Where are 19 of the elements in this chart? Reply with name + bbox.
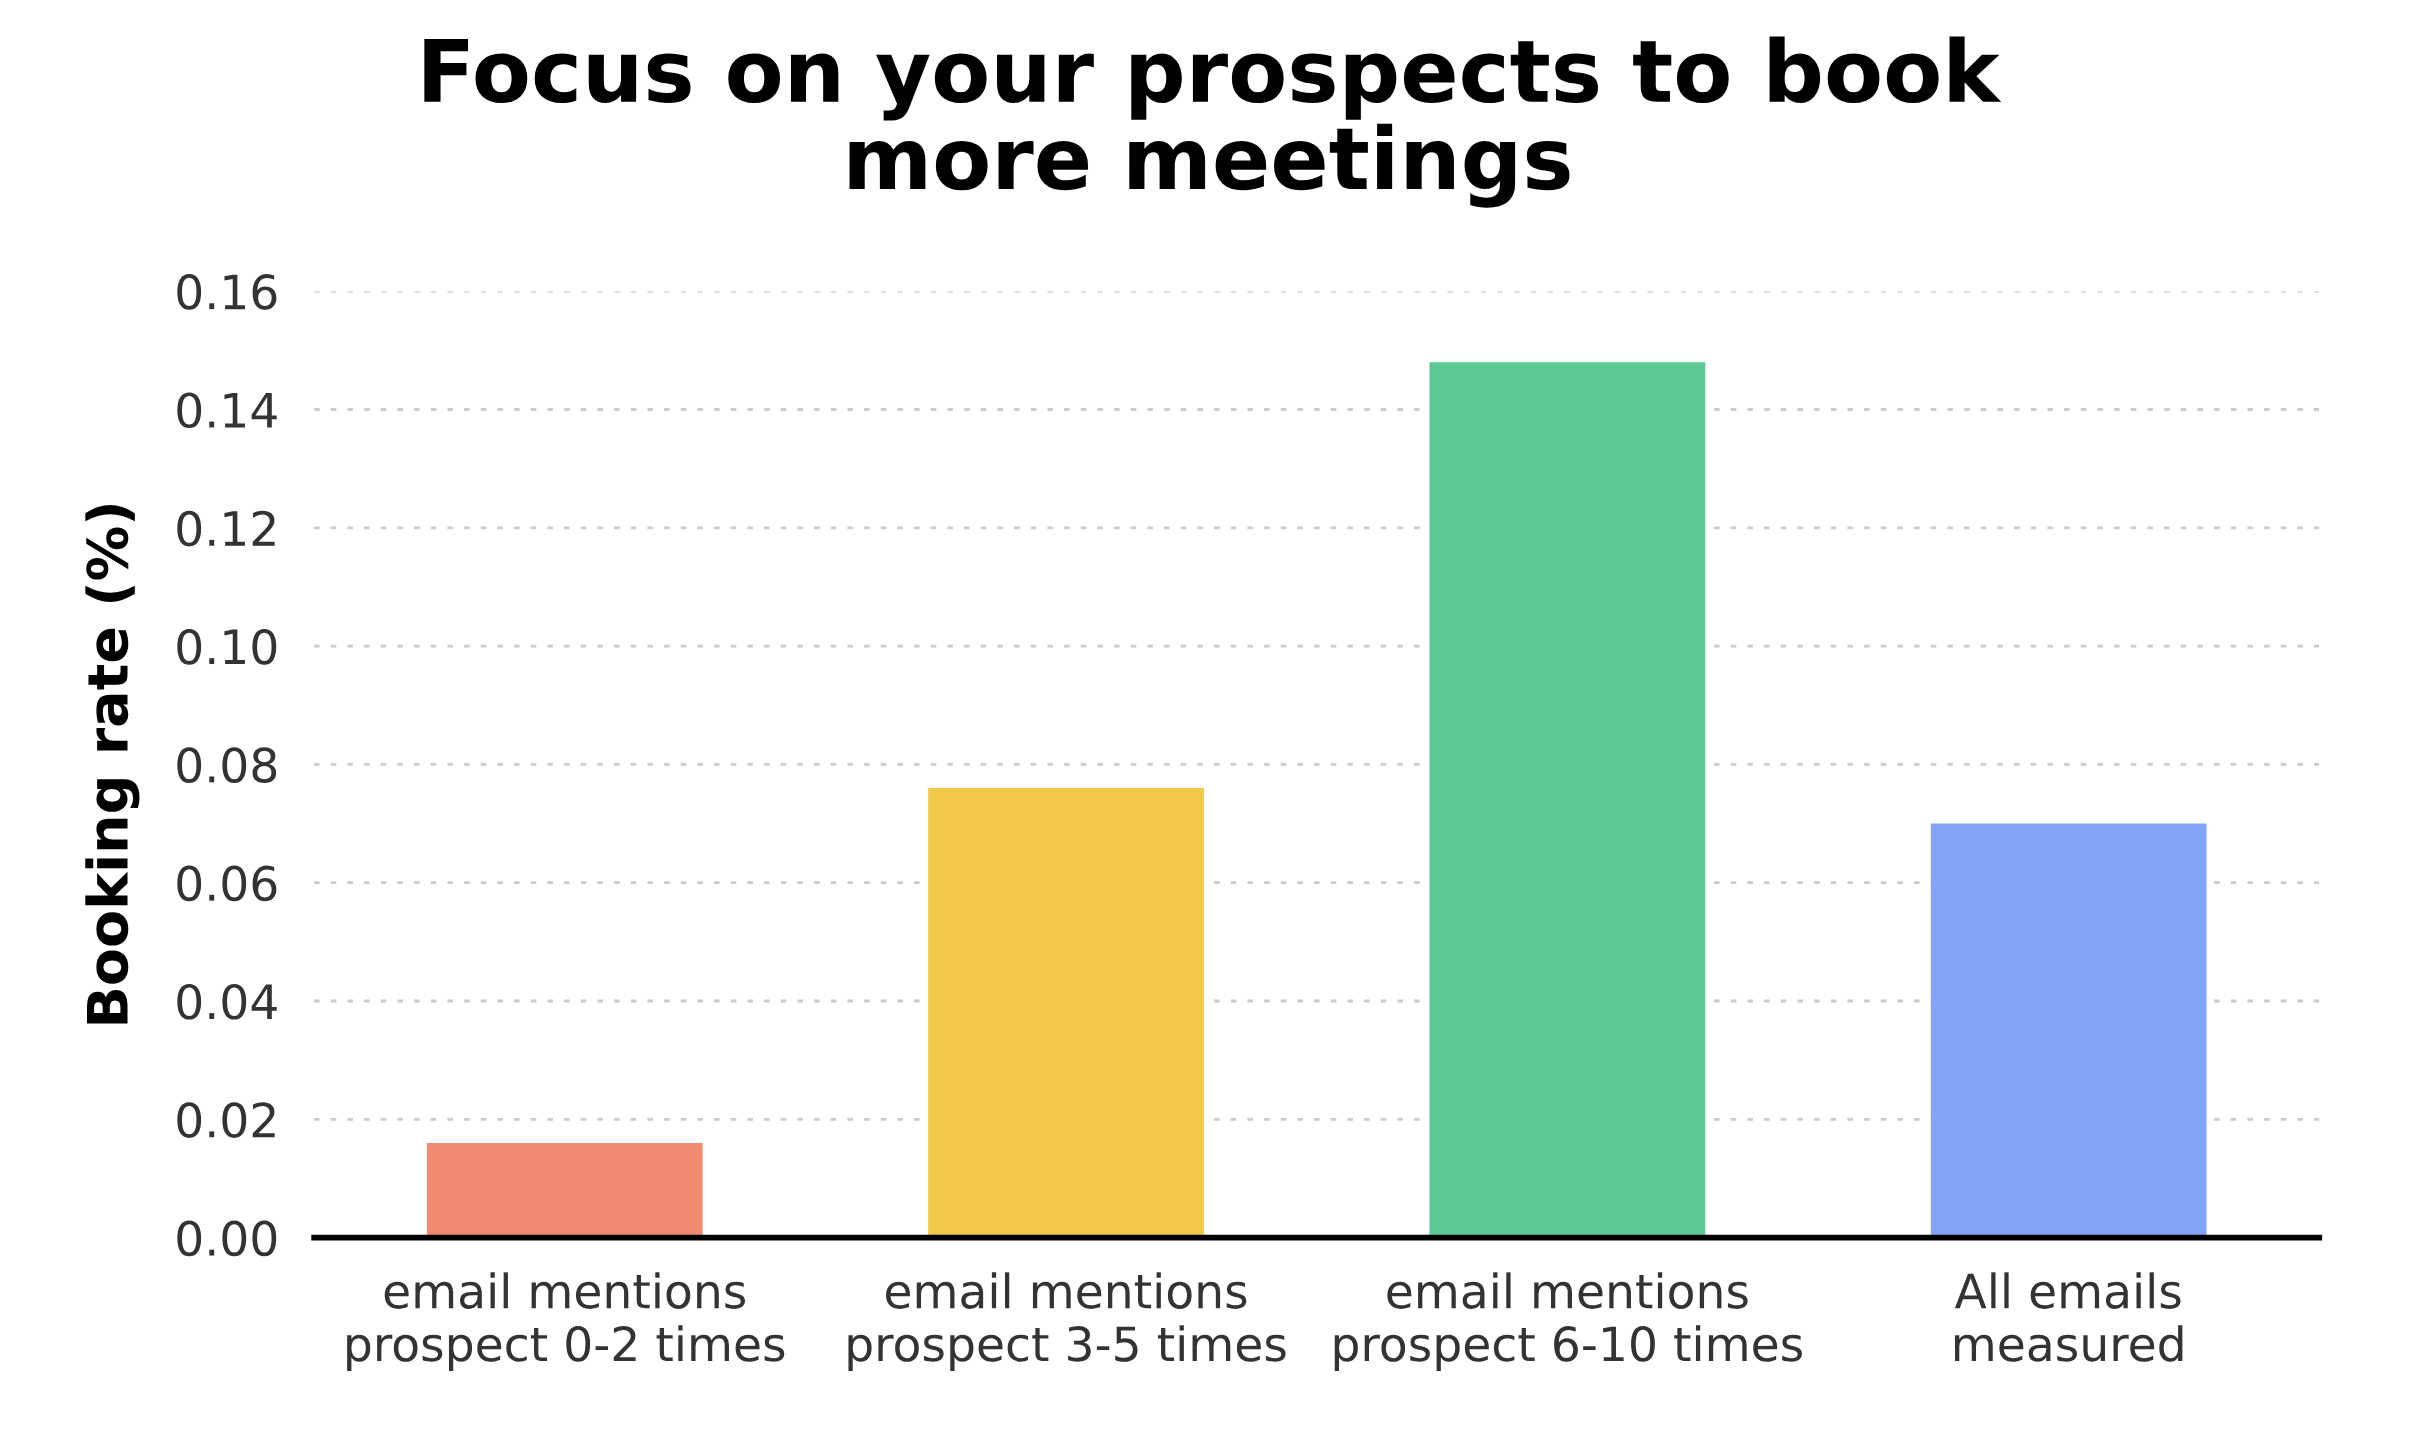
x-tick-label: email mentions prospect 6-10 times xyxy=(1334,1272,1802,1371)
y-tick-label: 0.12 xyxy=(177,510,275,547)
y-tick-label: 0.10 xyxy=(177,628,277,665)
x-tick-label: email mentions prospect 3-5 times xyxy=(848,1272,1286,1371)
y-tick-label: 0.00 xyxy=(177,1220,277,1257)
y-tick-label: 0.08 xyxy=(177,747,277,784)
chart-title: Focus on your prospects to book more meetings xyxy=(424,36,2002,208)
y-tick-label: 0.04 xyxy=(177,983,277,1020)
bar xyxy=(1429,362,1706,1238)
y-axis-title: Booking rate (%) xyxy=(85,505,140,1024)
x-tick-label: All emails measured xyxy=(1954,1272,2183,1362)
y-tick-label: 0.06 xyxy=(177,865,277,902)
y-tick-label: 0.16 xyxy=(177,274,277,310)
y-tick-label: 0.14 xyxy=(177,392,277,429)
bar xyxy=(1930,823,2207,1238)
bar xyxy=(426,1142,703,1238)
x-tick-label: email mentions prospect 0-2 times xyxy=(347,1272,785,1371)
bar xyxy=(928,788,1204,1238)
y-tick-label: 0.02 xyxy=(177,1102,275,1138)
